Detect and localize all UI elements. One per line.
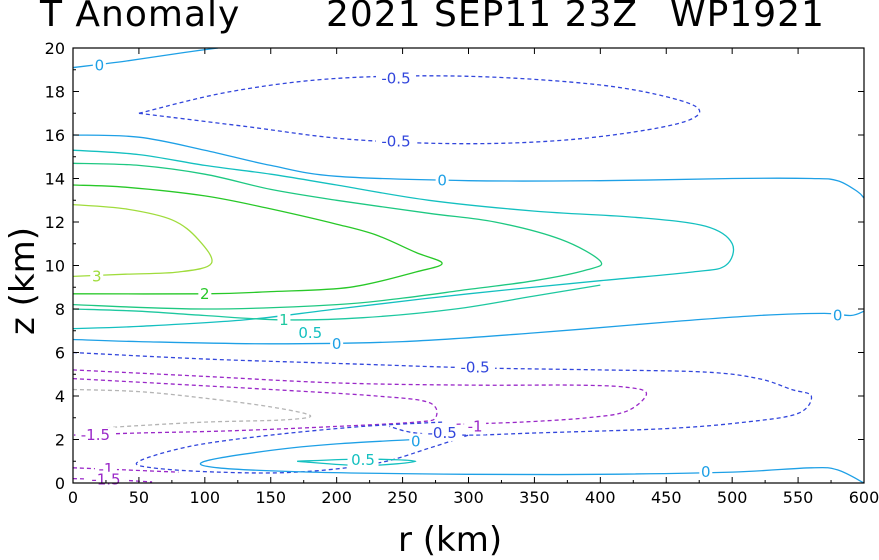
y-tick-label-9: 18 (45, 83, 65, 102)
x-tick-label-6: 300 (453, 488, 484, 507)
contour-label-8: 0 (332, 335, 342, 353)
y-tick-label-6: 12 (45, 213, 65, 232)
contour-line-level-2-5 (73, 184, 443, 295)
contour-label-9: 0 (833, 307, 843, 325)
contour-label-6: 1 (279, 311, 289, 329)
x-tick-label-2: 100 (190, 488, 221, 507)
contour-label-0: 0 (95, 56, 105, 74)
contour-line-level-1-7 (73, 284, 601, 321)
contour-label-bg-2 (375, 133, 416, 150)
y-tick-label-3: 6 (55, 344, 65, 363)
contour-line-level-0p5-15 (297, 458, 417, 467)
contour-line-level-3-6 (73, 203, 213, 278)
contour-line-level-neg0p5-1 (138, 75, 701, 145)
contour-line-level-0-8 (73, 310, 864, 345)
contour-label-bg-9 (831, 307, 845, 324)
contour-line-level-neg1p5-17 (73, 477, 153, 483)
contour-label-12: -0.5 (427, 424, 456, 442)
y-tick-label-4: 8 (55, 300, 65, 319)
y-tick-label-10: 20 (45, 39, 65, 58)
y-tick-label-2: 4 (55, 387, 65, 406)
chart-title-date: 2021 SEP11 23Z (326, 0, 639, 35)
contour-label-bg-1 (375, 70, 416, 87)
contour-label-7: 0.5 (298, 324, 322, 342)
contour-label-bg-16 (75, 427, 116, 444)
contour-label-bg-14 (347, 452, 379, 469)
contour-label-11: -1 (468, 417, 483, 435)
x-tick-label-11: 550 (783, 488, 814, 507)
contour-label-bg-8 (330, 335, 344, 352)
contour-label-4: 3 (92, 267, 102, 285)
contour-line-level-neg1-10 (73, 369, 648, 425)
contour-line-level-neg1p5-11 (73, 377, 438, 436)
contour-label-bg-0 (92, 57, 106, 74)
chart-title-storm: WP1921 (670, 0, 825, 35)
contour-label-bg-3 (435, 172, 449, 189)
contour-line-level-0p5-3 (73, 149, 735, 330)
contour-label-3: 0 (437, 172, 447, 190)
contour-line-level-neg0p5-9 (73, 351, 813, 436)
x-tick-label-5: 250 (387, 488, 418, 507)
contour-line-level-1p5-4 (73, 162, 603, 310)
contour-label-1: -0.5 (381, 69, 410, 87)
x-tick-label-12: 600 (849, 488, 879, 507)
contour-label-bg-6 (277, 311, 291, 328)
contour-label-bg-11 (464, 418, 487, 435)
contour-label-bg-13 (409, 433, 423, 450)
y-axis-title: z (km) (3, 227, 43, 335)
chart-title-variable: T Anomaly (40, 0, 241, 35)
contour-line-level-0-14 (199, 438, 864, 483)
x-tick-label-3: 150 (255, 488, 286, 507)
contour-label-bg-7 (294, 324, 326, 341)
contour-label-13: 0 (411, 433, 421, 451)
contour-label-2: -0.5 (381, 133, 410, 151)
contour-label-bg-18 (85, 471, 126, 488)
contour-label-5: 2 (200, 285, 210, 303)
contour-line-level-neg1-16 (73, 467, 179, 473)
x-tick-label-8: 400 (585, 488, 616, 507)
contour-label-bg-4 (90, 268, 104, 285)
contour-label-18: -1.5 (91, 471, 120, 489)
contour-label-bg-15 (699, 464, 713, 481)
contour-line-level-0-2 (73, 134, 864, 199)
contour-line-level-neg0p5-13 (135, 421, 469, 474)
contour-label-15: 0 (701, 463, 711, 481)
contour-label-bg-5 (198, 285, 212, 302)
contour-label-bg-12 (422, 424, 463, 441)
contour-label-10: -0.5 (460, 359, 489, 377)
y-tick-label-1: 2 (55, 431, 65, 450)
x-tick-label-7: 350 (519, 488, 550, 507)
contour-label-bg-10 (455, 359, 496, 376)
x-tick-label-0: 0 (68, 488, 78, 507)
x-tick-label-9: 450 (651, 488, 682, 507)
contour-label-14: 0.5 (351, 451, 375, 469)
y-tick-label-5: 10 (45, 257, 65, 276)
x-tick-label-1: 50 (129, 488, 149, 507)
x-tick-label-4: 200 (321, 488, 352, 507)
y-tick-label-7: 14 (45, 170, 65, 189)
contour-label-16: -1.5 (81, 426, 110, 444)
contour-line-level-neg2-12 (73, 388, 312, 430)
x-axis-title: r (km) (398, 520, 503, 560)
x-tick-label-10: 500 (717, 488, 748, 507)
y-tick-label-8: 16 (45, 126, 65, 145)
y-tick-label-0: 0 (55, 474, 65, 493)
